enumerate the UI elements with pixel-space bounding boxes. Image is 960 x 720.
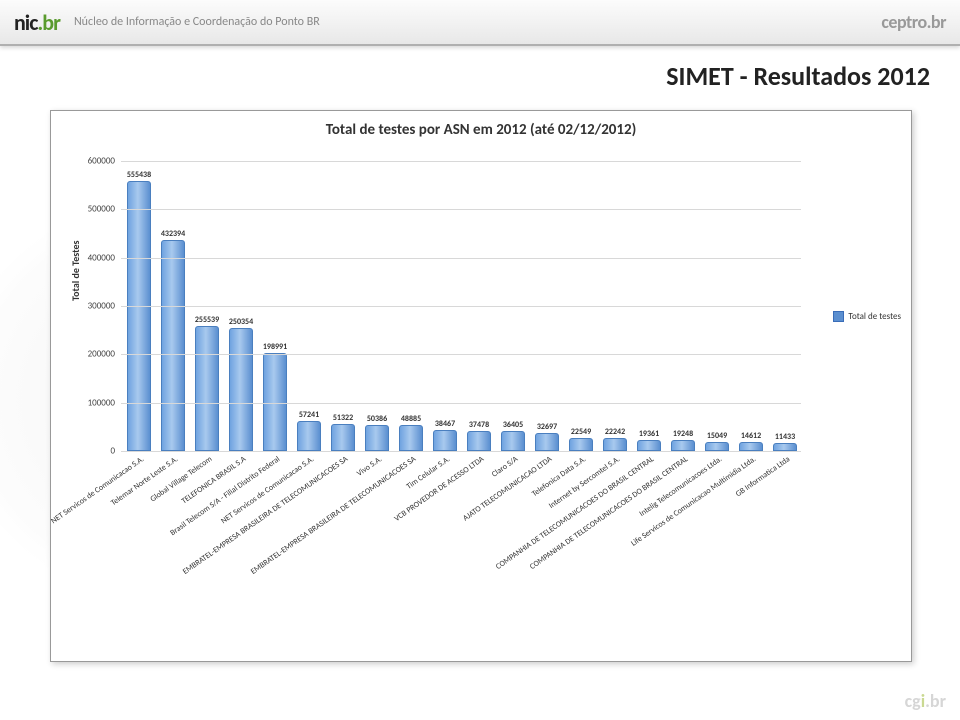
y-tick-label: 0 (110, 446, 121, 457)
grid-line (121, 354, 801, 355)
bar-value-label: 19248 (673, 429, 693, 439)
chart-title: Total de testes por ASN em 2012 (até 02/… (51, 121, 911, 139)
bar-value-label: 255539 (195, 315, 219, 325)
bar: 255539 (195, 326, 219, 452)
bar: 48885 (399, 425, 423, 451)
y-tick-label: 500000 (88, 204, 121, 215)
grid-line (121, 403, 801, 404)
legend-swatch-icon (833, 311, 844, 322)
bar-value-label: 37478 (469, 420, 489, 430)
bar: 14612 (739, 442, 763, 451)
footer-logo: cgi.br (905, 690, 946, 712)
footer-logo-main: cg (905, 690, 921, 712)
bar: 51322 (331, 424, 355, 451)
nic-logo-suffix: .br (37, 9, 60, 36)
grid-line (121, 306, 801, 307)
bar: 19248 (671, 440, 695, 451)
slide-title: SIMET - Resultados 2012 (666, 60, 930, 92)
grid-line (121, 161, 801, 162)
footer-logo-suffix: .br (925, 690, 946, 712)
grid-line (121, 258, 801, 259)
bar-value-label: 198991 (263, 342, 287, 352)
bar-value-label: 11433 (775, 432, 795, 442)
bar-value-label: 51322 (333, 413, 353, 423)
bar: 555438 (127, 181, 151, 451)
nic-logo-text: nic (14, 9, 37, 36)
header-subtitle: Núcleo de Informação e Coordenação do Po… (74, 15, 320, 29)
grid-line (121, 451, 801, 452)
nic-logo: nic.br (14, 9, 60, 36)
bar-value-label: 14612 (741, 431, 761, 441)
bar-value-label: 15049 (707, 431, 727, 441)
bar-value-label: 36405 (503, 420, 523, 430)
bar: 38467 (433, 430, 457, 451)
bar: 11433 (773, 443, 797, 451)
bar-value-label: 22242 (605, 427, 625, 437)
bar: 19361 (637, 440, 661, 451)
plot-area: 555438NET Servicos de Comunicacao S.A.43… (121, 161, 801, 451)
bar: 37478 (467, 431, 491, 451)
legend-label: Total de testes (848, 311, 901, 322)
chart-legend: Total de testes (833, 311, 901, 322)
y-tick-label: 200000 (88, 349, 121, 360)
bar-value-label: 22549 (571, 427, 591, 437)
bar-value-label: 57241 (299, 410, 319, 420)
ceptro-logo-suffix: .br (927, 11, 946, 33)
y-axis-label: Total de Testes (69, 240, 82, 301)
bar: 15049 (705, 442, 729, 451)
bar-value-label: 50386 (367, 414, 387, 424)
y-tick-label: 600000 (88, 156, 121, 167)
bar-value-label: 38467 (435, 419, 455, 429)
bar-value-label: 555438 (127, 170, 151, 180)
bar-value-label: 19361 (639, 429, 659, 439)
bar: 250354 (229, 328, 253, 451)
ceptro-logo: ceptro.br (881, 11, 946, 33)
bar: 36405 (501, 431, 525, 451)
grid-line (121, 209, 801, 210)
chart-container: Total de testes por ASN em 2012 (até 02/… (50, 110, 912, 662)
bar: 22549 (569, 438, 593, 451)
y-tick-label: 100000 (88, 397, 121, 408)
y-tick-label: 400000 (88, 252, 121, 263)
bar: 32697 (535, 433, 559, 451)
bar-value-label: 250354 (229, 317, 253, 327)
bar-value-label: 32697 (537, 422, 557, 432)
bar-value-label: 48885 (401, 414, 421, 424)
bar: 432394 (161, 240, 185, 451)
header-bar: nic.br Núcleo de Informação e Coordenaçã… (0, 0, 960, 46)
bar: 22242 (603, 438, 627, 451)
ceptro-logo-text: ceptro (881, 11, 926, 33)
bar: 50386 (365, 425, 389, 451)
bar-value-label: 432394 (161, 229, 185, 239)
y-tick-label: 300000 (88, 301, 121, 312)
bar: 57241 (297, 421, 321, 451)
